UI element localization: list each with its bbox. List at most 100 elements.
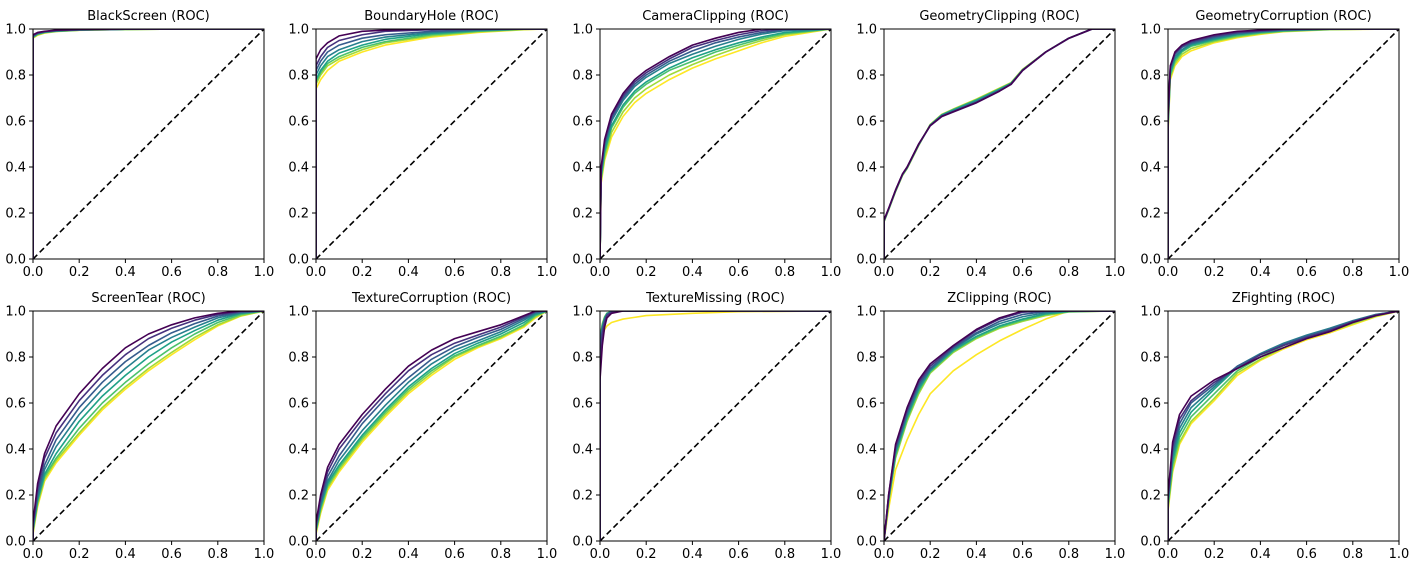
chance-diagonal-line [33, 29, 264, 259]
x-tick-label: 0.2 [1204, 547, 1225, 562]
y-tick-label: 0.0 [856, 535, 877, 550]
roc-subplot: GeometryClipping (ROC) 0.0 0.2 0.4 0.6 0.8 1.0… [856, 9, 1125, 280]
roc-series-line [33, 311, 264, 541]
x-tick-label: 0.6 [1296, 547, 1317, 562]
chance-diagonal-line [316, 29, 547, 259]
x-tick-label: 0.2 [352, 265, 373, 280]
subplot-title: TextureMissing (ROC) [645, 291, 785, 306]
x-tick-label: 0.6 [728, 547, 749, 562]
y-tick-label: 0.4 [856, 443, 877, 458]
roc-subplot: GeometryCorruption (ROC) 0.0 0.2 0.4 0.6 0.8 1… [1140, 9, 1409, 280]
y-tick-label: 1.0 [288, 305, 309, 320]
chance-diagonal-line [884, 311, 1115, 541]
x-tick-label: 0.2 [69, 547, 90, 562]
x-tick-label: 1.0 [821, 265, 842, 280]
x-tick-label: 1.0 [1389, 265, 1410, 280]
y-tick-label: 0.8 [1140, 69, 1161, 84]
y-tick-label: 1.0 [1140, 23, 1161, 38]
chance-diagonal-line [316, 311, 547, 541]
x-tick-label: 1.0 [1105, 547, 1126, 562]
x-tick-label: 0.2 [636, 547, 657, 562]
y-tick-label: 0.8 [5, 69, 26, 84]
y-tick-label: 0.0 [288, 253, 309, 268]
roc-series-line [33, 311, 264, 541]
axes-frame [1167, 28, 1400, 260]
axes-frame [599, 310, 832, 542]
roc-series-line [316, 29, 547, 259]
y-tick-label: 0.0 [572, 253, 593, 268]
x-tick-label: 0.8 [490, 547, 511, 562]
roc-series-line [316, 311, 547, 541]
x-tick-label: 1.0 [821, 547, 842, 562]
x-tick-label: 0.0 [306, 547, 327, 562]
x-tick-label: 0.6 [1296, 265, 1317, 280]
plot-area [316, 311, 547, 541]
x-tick-label: 0.2 [636, 265, 657, 280]
y-tick-label: 0.8 [572, 69, 593, 84]
y-tick-label: 0.6 [572, 115, 593, 130]
y-tick-label: 0.8 [1140, 351, 1161, 366]
x-tick-label: 0.2 [69, 265, 90, 280]
subplot-title: BoundaryHole (ROC) [364, 9, 499, 24]
plot-area [884, 29, 1115, 259]
axes-frame [883, 28, 1116, 260]
subplot-title: TextureCorruption (ROC) [351, 291, 511, 306]
y-tick-label: 0.4 [1140, 443, 1161, 458]
roc-subplot: TextureCorruption (ROC) 0.0 0.2 0.4 0.6 0.8 1.… [288, 291, 557, 562]
axes-frame [599, 28, 832, 260]
y-tick-label: 1.0 [1140, 305, 1161, 320]
x-tick-label: 1.0 [1389, 547, 1410, 562]
subplot-title: ScreenTear (ROC) [91, 291, 205, 306]
roc-subplot: TextureMissing (ROC) 0.0 0.2 0.4 0.6 0.8 1.0 0.… [572, 291, 841, 562]
x-tick-label: 0.4 [966, 265, 987, 280]
x-tick-label: 0.8 [207, 547, 228, 562]
y-tick-label: 0.0 [288, 535, 309, 550]
y-tick-label: 0.4 [856, 161, 877, 176]
axes-frame [315, 28, 548, 260]
y-tick-label: 0.2 [572, 489, 593, 504]
y-tick-label: 1.0 [572, 305, 593, 320]
axes-frame [315, 310, 548, 542]
y-tick-label: 0.6 [1140, 115, 1161, 130]
x-tick-label: 0.4 [966, 547, 987, 562]
axes-frame [32, 310, 265, 542]
x-tick-label: 0.8 [490, 265, 511, 280]
x-tick-label: 0.6 [1012, 265, 1033, 280]
x-tick-label: 0.2 [1204, 265, 1225, 280]
y-tick-label: 0.6 [1140, 397, 1161, 412]
x-tick-label: 0.8 [1342, 265, 1363, 280]
y-tick-label: 0.2 [856, 207, 877, 222]
x-tick-label: 1.0 [254, 547, 275, 562]
x-tick-label: 0.2 [352, 547, 373, 562]
y-tick-label: 0.2 [5, 489, 26, 504]
x-tick-label: 0.2 [920, 265, 941, 280]
y-tick-label: 0.4 [1140, 161, 1161, 176]
y-tick-label: 0.0 [5, 535, 26, 550]
y-tick-label: 1.0 [5, 23, 26, 38]
roc-series-line [1168, 311, 1399, 541]
roc-subplot: BoundaryHole (ROC) 0.0 0.2 0.4 0.6 0.8 1.0 0.0 0… [288, 9, 557, 280]
subplot-title: CameraClipping (ROC) [642, 9, 789, 24]
roc-series-line [1168, 311, 1399, 541]
x-tick-label: 0.0 [1158, 547, 1179, 562]
x-tick-label: 0.8 [774, 547, 795, 562]
y-tick-label: 0.8 [856, 351, 877, 366]
y-tick-label: 0.6 [572, 397, 593, 412]
x-tick-label: 0.6 [1012, 547, 1033, 562]
roc-series-line [33, 311, 264, 541]
roc-series-line [600, 29, 831, 259]
x-tick-label: 0.0 [1158, 265, 1179, 280]
y-tick-label: 0.2 [1140, 207, 1161, 222]
chance-diagonal-line [1168, 311, 1399, 541]
chance-diagonal-line [33, 311, 264, 541]
y-tick-label: 0.4 [5, 161, 26, 176]
x-tick-label: 0.6 [161, 547, 182, 562]
x-tick-label: 1.0 [537, 265, 558, 280]
y-tick-label: 0.0 [856, 253, 877, 268]
y-tick-label: 0.4 [572, 161, 593, 176]
x-tick-label: 0.0 [23, 547, 44, 562]
y-tick-label: 0.6 [5, 115, 26, 130]
chance-diagonal-line [1168, 29, 1399, 259]
y-tick-label: 0.8 [856, 69, 877, 84]
roc-series-line [600, 29, 831, 259]
